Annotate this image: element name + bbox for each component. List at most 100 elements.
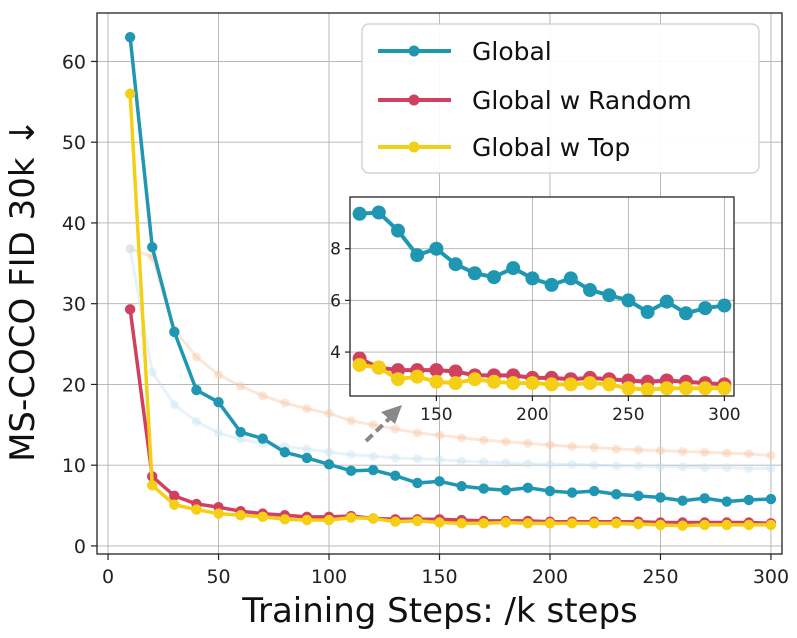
inset-point-global-w-random (448, 364, 463, 379)
inset-ticks: 150 200 250 300 4 6 8 (330, 240, 740, 425)
background-point (766, 463, 776, 473)
inset-point-global (467, 266, 482, 281)
background-point (744, 449, 754, 459)
inset-point-global (640, 305, 655, 320)
inset-point-global-w-top (506, 376, 521, 391)
point-global-w-top (368, 513, 379, 524)
zoom-arrow-shaft (364, 413, 395, 443)
point-global (368, 464, 379, 476)
point-global-w-top (588, 518, 600, 529)
background-point (435, 455, 444, 465)
background-point (214, 370, 224, 380)
background-point (589, 460, 599, 470)
background-point (147, 367, 157, 377)
legend: Global Global w Random Global w Top (361, 23, 760, 174)
inset-point-global-w-top (410, 369, 425, 384)
point-global-w-top (279, 514, 291, 525)
background-point (523, 459, 533, 469)
inset-point-global (487, 270, 501, 285)
point-global (235, 426, 246, 438)
inset-point-global (410, 248, 425, 263)
point-global-w-top (699, 519, 710, 531)
y-tick-label: 30 (62, 294, 86, 316)
inset-series-global (352, 205, 732, 321)
background-point (700, 447, 710, 457)
background-point (169, 400, 179, 410)
legend-marker-global (408, 45, 420, 57)
series-global-w-top (124, 88, 777, 531)
inset-point-global-w-top (525, 376, 540, 391)
background-point (700, 463, 710, 473)
point-global-w-top (434, 517, 445, 528)
legend-label-global-w-random: Global w Random (472, 86, 692, 115)
inset-x-tick-label: 250 (612, 405, 644, 425)
inset-point-global (679, 306, 693, 321)
inset-point-global-w-top (544, 377, 559, 392)
background-point (678, 462, 688, 472)
point-global-w-top (566, 518, 578, 529)
x-tick-label: 200 (532, 566, 568, 588)
y-tick-label: 10 (62, 455, 86, 477)
background-point (236, 381, 246, 391)
point-global (323, 459, 335, 470)
point-global-w-top (500, 517, 511, 528)
inset-point-global (698, 301, 713, 316)
inset-point-global-w-top (391, 372, 405, 387)
background-point (501, 458, 511, 468)
inset-point-global-w-top (487, 374, 501, 389)
point-global (213, 396, 224, 408)
y-tick-label: 50 (62, 132, 86, 154)
point-global (169, 326, 180, 338)
background-point (567, 442, 577, 452)
inset-point-global (583, 283, 597, 298)
point-global-w-top (147, 480, 158, 491)
inset-point-global-w-top (679, 381, 693, 396)
inset-series-global-w-top (352, 357, 732, 397)
background-point (611, 461, 621, 471)
inset-point-global (717, 298, 732, 313)
background-point (368, 420, 378, 430)
inset-point-global-w-top (352, 357, 367, 372)
inset-point-global-w-top (621, 381, 636, 396)
point-global (478, 483, 489, 494)
inset-point-global-w-top (640, 382, 655, 397)
inset-point-global-w-top (583, 376, 597, 391)
legend-marker-global-w-top (408, 141, 420, 153)
background-line-0 (129, 247, 772, 457)
point-global (345, 465, 357, 477)
point-global-w-random (124, 304, 136, 315)
point-global (390, 470, 401, 481)
background-point (302, 404, 312, 414)
inset-point-global (602, 288, 617, 303)
legend-label-global-w-top: Global w Top (472, 133, 630, 162)
background-point (655, 446, 665, 456)
y-tick-label: 20 (62, 374, 86, 396)
background-point (236, 434, 246, 444)
x-tick-label: 50 (206, 566, 230, 588)
inset-y-tick-label: 6 (330, 291, 341, 311)
point-global (721, 496, 732, 507)
legend-label-global: Global (472, 37, 552, 66)
y-tick-label: 40 (62, 213, 86, 235)
x-tick-label: 150 (421, 566, 457, 588)
background-point (191, 417, 201, 427)
inset-x-tick-label: 300 (708, 405, 740, 425)
inset-y-tick-label: 4 (330, 343, 341, 363)
zoom-arrow-head (381, 405, 402, 424)
inset-point-global (563, 271, 578, 286)
point-global-w-random (169, 490, 180, 502)
background-point (722, 463, 732, 473)
background-point (545, 440, 555, 450)
point-global (743, 494, 755, 506)
inset-frame (349, 196, 735, 397)
inset-y-tick-label: 8 (330, 240, 341, 260)
legend-marker-global-w-random (408, 94, 420, 106)
background-point (191, 352, 201, 362)
x-tick-label: 100 (311, 566, 347, 588)
inset-point-global-w-top (659, 381, 674, 396)
point-global-w-top (743, 519, 755, 531)
background-point (302, 444, 312, 454)
inset-point-global (621, 293, 636, 308)
y-axis-label: MS-COCO FID 30k ↓ (3, 118, 43, 462)
